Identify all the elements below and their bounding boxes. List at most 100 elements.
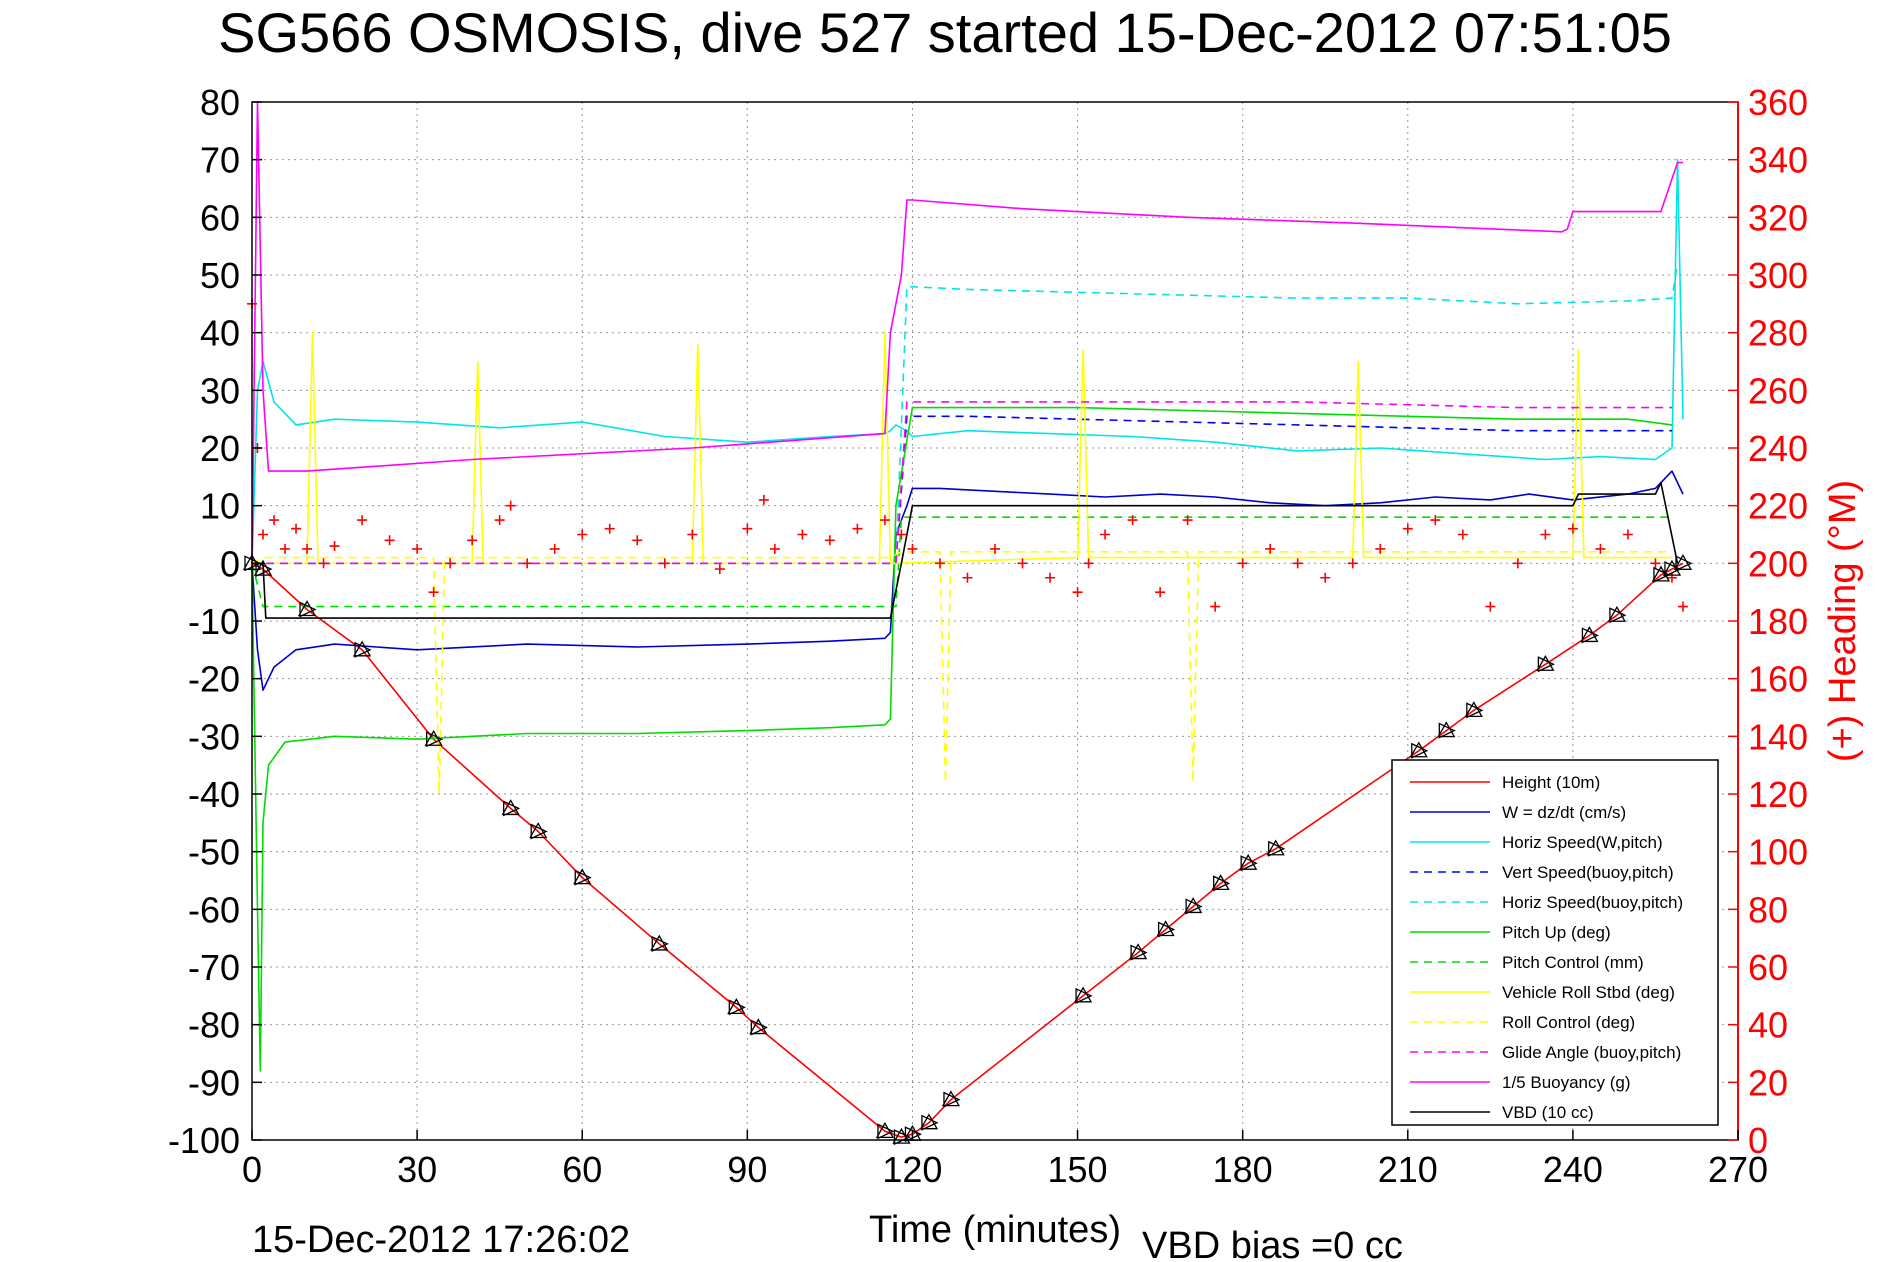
chart-title: SG566 OSMOSIS, dive 527 started 15-Dec-2…	[218, 1, 1672, 64]
heading-point	[329, 541, 340, 552]
heading-point	[990, 543, 1000, 554]
height-marker-up	[573, 868, 592, 885]
legend-label-pitch-control-mm: Pitch Control (mm)	[1502, 953, 1644, 972]
y-right-ticks: 3603403203002802602402202001801601401201…	[1728, 82, 1808, 1161]
legend-label-height-10m: Height (10m)	[1502, 773, 1600, 792]
heading-point	[291, 523, 302, 534]
series-pitch-control-mm	[251, 516, 1672, 608]
heading-point	[1127, 515, 1138, 526]
height-marker-up	[1128, 943, 1148, 960]
y-right-tick-label: 260	[1748, 370, 1808, 411]
series-1-5-buoyancy-g	[251, 101, 1683, 564]
y-tick-label: 30	[200, 370, 240, 411]
height-marker-up	[941, 1090, 961, 1107]
y-right-tick-label: 160	[1748, 659, 1808, 700]
y-right-tick-label: 340	[1748, 140, 1808, 181]
height-marker-right	[921, 1114, 939, 1131]
height-marker-up	[501, 799, 520, 816]
heading-point	[1072, 587, 1083, 598]
heading-point	[632, 535, 643, 546]
x-tick-label: 150	[1048, 1149, 1108, 1190]
height-marker-up	[1266, 839, 1285, 856]
height-marker-right	[1130, 944, 1148, 961]
y-right-tick-label: 140	[1748, 716, 1808, 757]
height-marker-right	[574, 869, 592, 886]
marker-layer	[242, 554, 1693, 1146]
heading-point	[445, 558, 456, 569]
height-marker-up	[1464, 701, 1483, 718]
y-right-tick-label: 40	[1748, 1005, 1788, 1046]
height-marker-right	[1075, 987, 1093, 1004]
legend-label-vert-speed-buoy-pitch: Vert Speed(buoy,pitch)	[1502, 863, 1674, 882]
heading-point	[1083, 558, 1094, 569]
heading-point	[505, 500, 516, 511]
x-ticks: 0 30 60 90 120 150 180 210 240 270	[242, 1130, 1768, 1190]
heading-point	[1265, 543, 1276, 554]
y-tick-label: -70	[188, 947, 240, 988]
height-marker-right	[1268, 840, 1286, 857]
heading-point	[318, 558, 329, 569]
heading-point	[357, 515, 368, 526]
heading-point	[1430, 515, 1441, 526]
height-marker-right	[1466, 702, 1484, 719]
height-marker-right	[943, 1091, 961, 1108]
height-marker-right	[1653, 566, 1671, 583]
heading-point	[962, 572, 973, 583]
height-marker-right	[425, 731, 444, 748]
height-marker-up	[727, 998, 746, 1015]
heading-point	[769, 543, 780, 554]
heading-point	[269, 515, 280, 526]
height-marker-right	[1438, 722, 1456, 739]
series-height-10m	[251, 562, 1684, 1138]
y-tick-label: -100	[168, 1120, 240, 1161]
legend-label-vehicle-roll-stbd-deg: Vehicle Roll Stbd (deg)	[1502, 983, 1675, 1002]
height-marker-up	[1607, 605, 1627, 622]
heading-point	[1650, 558, 1661, 569]
heading-point	[302, 543, 313, 554]
x-tick-label: 90	[727, 1149, 767, 1190]
y-tick-label: 50	[200, 255, 240, 296]
height-marker-up	[1437, 721, 1456, 738]
heading-point	[797, 529, 808, 540]
legend-label-horiz-speed-w-pitch: Horiz Speed(W,pitch)	[1502, 833, 1663, 852]
height-marker-right	[503, 800, 521, 817]
y-tick-label: -50	[188, 832, 240, 873]
heading-point	[896, 529, 907, 540]
y-right-tick-label: 80	[1748, 889, 1788, 930]
y-tick-label: -30	[188, 716, 240, 757]
series-vbd-10-cc	[252, 481, 1679, 619]
heading-point	[1100, 529, 1111, 540]
height-marker-up	[1184, 897, 1203, 914]
height-marker-right	[354, 641, 372, 658]
y-right-tick-label: 180	[1748, 601, 1808, 642]
x-tick-label: 30	[397, 1149, 437, 1190]
height-marker-up	[297, 600, 317, 617]
height-marker-up	[424, 729, 443, 746]
y-right-tick-label: 0	[1748, 1120, 1768, 1161]
height-marker-right	[1213, 875, 1231, 892]
heading-point	[1155, 587, 1166, 598]
height-marker-up	[1409, 741, 1428, 758]
height-marker-right	[1675, 555, 1693, 572]
heading-point	[384, 535, 395, 546]
x-tick-label: 270	[1708, 1149, 1768, 1190]
y-right-tick-label: 360	[1748, 82, 1808, 123]
y-right-tick-label: 200	[1748, 543, 1808, 584]
heading-point	[577, 529, 588, 540]
heading-point	[1237, 558, 1248, 569]
y-tick-label: -10	[188, 601, 240, 642]
y-right-tick-label: 300	[1748, 255, 1808, 296]
heading-point	[1347, 558, 1358, 569]
heading-point	[522, 558, 533, 569]
y-right-tick-label: 280	[1748, 313, 1808, 354]
heading-point	[742, 523, 753, 534]
y-tick-label: 20	[200, 428, 240, 469]
legend-label-w-dz-dt-cm-s: W = dz/dt (cm/s)	[1502, 803, 1626, 822]
x-tick-label: 0	[242, 1149, 262, 1190]
height-marker-right	[1664, 561, 1682, 578]
heading-point	[907, 543, 918, 554]
legend-box	[1391, 759, 1719, 1126]
heading-point	[467, 535, 478, 546]
legend-label-horiz-speed-buoy-pitch: Horiz Speed(buoy,pitch)	[1502, 893, 1683, 912]
height-marker-right	[1185, 898, 1203, 915]
